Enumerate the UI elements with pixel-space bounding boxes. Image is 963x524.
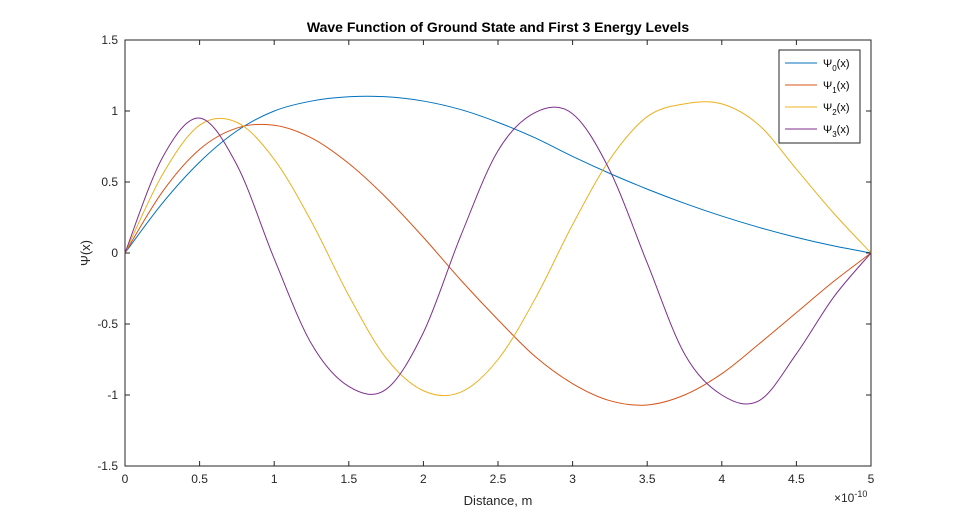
axes-box <box>124 39 872 467</box>
series-line-psi-3 <box>124 106 872 405</box>
series-line-psi-2 <box>124 101 872 397</box>
x-exponent-base: ×10 <box>834 491 855 505</box>
x-exponent-power: -10 <box>854 489 867 499</box>
legend-entry-psi-1: Ψ1(x) <box>823 80 849 95</box>
plot-area: 0 0.5 1 1.5 2 2.5 3 3.5 4 4.5 5 -1.5 -1 -0.5 0 0.5 1 1.5 <box>97 33 874 486</box>
x-tick-label: 0 <box>122 472 129 486</box>
x-tick-label: 0.5 <box>191 472 208 486</box>
legend-entry-psi-2: Ψ2(x) <box>823 102 849 117</box>
x-tick-label: 2.5 <box>490 472 507 486</box>
x-tick-label: 4 <box>718 472 725 486</box>
x-tick-label: 4.5 <box>788 472 805 486</box>
series-layer <box>124 95 872 406</box>
legend-box <box>778 49 861 144</box>
y-tick-label: 1.5 <box>101 33 118 47</box>
y-tick-label: 0 <box>111 246 118 260</box>
legend-entry-psi-3: Ψ3(x) <box>823 124 849 139</box>
x-exponent-label: ×10-10 <box>834 489 867 505</box>
x-tick-label: 3.5 <box>639 472 656 486</box>
ticks-layer: 0 0.5 1 1.5 2 2.5 3 3.5 4 4.5 5 -1.5 -1 -0.5 0 0.5 1 1.5 <box>97 33 874 486</box>
series-line-psi-1 <box>124 123 872 406</box>
x-tick-label: 1.5 <box>340 472 357 486</box>
x-tick-label: 2 <box>420 472 427 486</box>
y-tick-label: -1.5 <box>97 459 118 473</box>
chart-title: Wave Function of Ground State and First … <box>307 19 689 35</box>
x-axis-label: Distance, m <box>464 493 533 508</box>
y-axis-label: Ψ(x) <box>78 240 93 266</box>
x-tick-label: 1 <box>271 472 278 486</box>
y-tick-label: -0.5 <box>97 317 118 331</box>
x-tick-label: 3 <box>569 472 576 486</box>
legend-entry-psi-0: Ψ0(x) <box>823 58 849 73</box>
series-line-psi-0 <box>124 95 872 254</box>
y-tick-label: 0.5 <box>101 175 118 189</box>
y-tick-label: -1 <box>107 388 118 402</box>
x-tick-label: 5 <box>868 472 875 486</box>
y-tick-label: 1 <box>111 104 118 118</box>
legend: Ψ0(x) Ψ1(x) Ψ2(x) Ψ3(x) <box>778 49 861 144</box>
